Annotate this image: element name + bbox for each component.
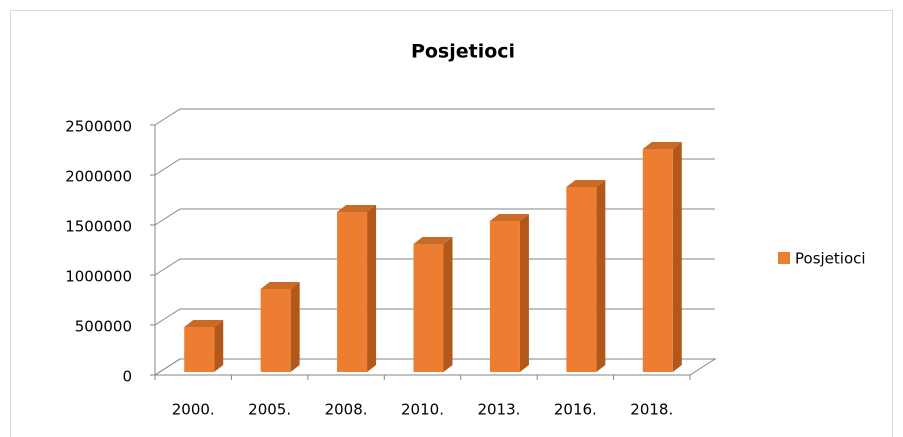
bar-side <box>290 282 300 372</box>
x-tick-label: 2005. <box>248 401 291 419</box>
x-tick-label: 2010. <box>401 401 444 419</box>
bar <box>184 320 224 372</box>
y-tick-label: 1500000 <box>65 218 132 236</box>
bar <box>566 180 606 372</box>
chart-border <box>10 10 893 437</box>
bar <box>260 282 300 372</box>
bar-top <box>566 180 606 187</box>
bar-front <box>566 187 597 372</box>
chart-title: Posjetioci <box>411 41 515 63</box>
bar <box>489 214 529 372</box>
x-tick-label: 2013. <box>477 401 520 419</box>
bar-top <box>260 282 300 289</box>
bar-top <box>642 142 682 149</box>
bar-top <box>413 237 453 244</box>
grid-line <box>154 108 715 126</box>
x-tick-label: 2000. <box>172 401 215 419</box>
y-tick-label: 500000 <box>75 318 132 336</box>
bar-side <box>443 237 453 372</box>
bar <box>337 205 377 372</box>
bar-front <box>260 289 291 372</box>
bar-front <box>413 244 444 372</box>
x-tick-label: 2008. <box>325 401 368 419</box>
bar-side <box>672 142 682 372</box>
y-tick-label: 2000000 <box>65 168 132 186</box>
grid-line <box>154 358 715 376</box>
bar-front <box>184 327 215 372</box>
bar <box>642 142 682 372</box>
bar-front <box>337 212 368 372</box>
x-tick-label: 2018. <box>630 401 673 419</box>
y-tick-label: 2500000 <box>65 118 132 136</box>
bar-front <box>642 149 673 372</box>
y-tick-label: 1000000 <box>65 268 132 286</box>
y-tick-label: 0 <box>122 368 132 386</box>
bar-front <box>489 221 520 372</box>
x-tick-label: 2016. <box>554 401 597 419</box>
legend-swatch <box>778 252 790 264</box>
bar <box>413 237 453 372</box>
grid-line <box>154 158 715 176</box>
bar-top <box>489 214 529 221</box>
bar-side <box>367 205 377 372</box>
bar-top <box>184 320 224 327</box>
legend-label: Posjetioci <box>795 250 866 268</box>
bar-top <box>337 205 377 212</box>
grid-line <box>154 308 715 326</box>
bar-side <box>214 320 224 372</box>
bar-side <box>596 180 606 372</box>
grid-line <box>154 258 715 276</box>
grid-line <box>154 208 715 226</box>
bar-side <box>519 214 529 372</box>
